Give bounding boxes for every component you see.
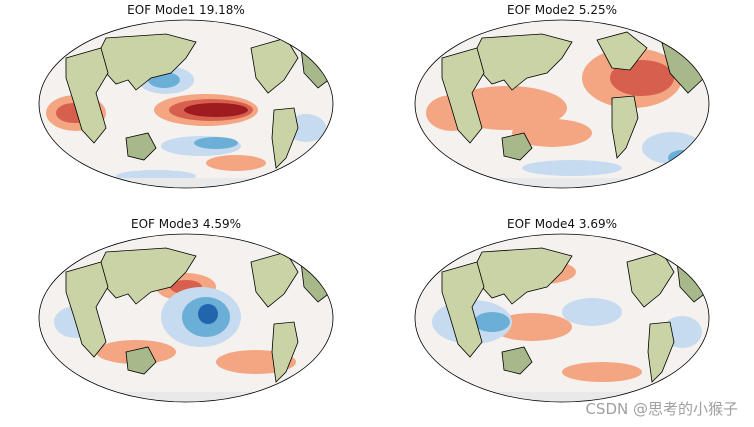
eof-panel-mode1: EOF Mode1 19.18% bbox=[36, 2, 336, 192]
eof-panel-mode2: EOF Mode2 5.25% bbox=[412, 2, 712, 192]
eof-panel-mode3: EOF Mode3 4.59% bbox=[36, 216, 336, 406]
panel-title: EOF Mode3 4.59% bbox=[130, 217, 241, 231]
world-map-mode3 bbox=[38, 233, 334, 403]
panel-title: EOF Mode2 5.25% bbox=[506, 3, 617, 17]
world-map-mode4 bbox=[414, 233, 710, 403]
world-map-mode2 bbox=[414, 19, 710, 189]
panel-title: EOF Mode4 3.69% bbox=[506, 217, 617, 231]
eof-panel-mode4: EOF Mode4 3.69% bbox=[412, 216, 712, 406]
panel-title: EOF Mode1 19.18% bbox=[127, 3, 245, 17]
world-map-mode1 bbox=[38, 19, 334, 189]
watermark: CSDN @思考的小猴子 bbox=[585, 400, 738, 418]
